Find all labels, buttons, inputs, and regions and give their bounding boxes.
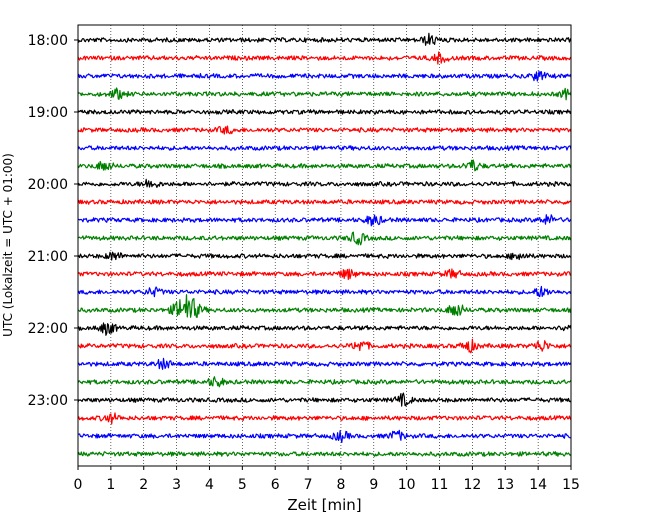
y-axis: 18:00 19:00 20:00 21:00 22:00 23:00: [28, 33, 78, 409]
x-tick-label: 7: [304, 477, 313, 493]
y-tick-label: 21:00: [28, 249, 68, 265]
x-tick-label: 9: [369, 477, 378, 493]
x-tick-label: 12: [463, 477, 481, 493]
x-tick-label: 0: [74, 477, 83, 493]
x-axis-label: Zeit [min]: [287, 496, 361, 514]
seismic-trace-2245: [77, 376, 572, 388]
seismic-trace-1915: [77, 125, 572, 135]
x-tick-label: 15: [562, 477, 580, 493]
seismic-trace-2030: [77, 214, 572, 227]
seismic-trace-2145: [77, 294, 572, 318]
seismic-trace-2045: [77, 231, 572, 246]
x-tick-label: 5: [238, 477, 247, 493]
seismic-trace-1945: [77, 159, 572, 172]
y-tick-label: 23:00: [28, 393, 68, 409]
y-tick-label: 20:00: [28, 177, 68, 193]
seismic-trace-1930: [77, 145, 572, 151]
seismic-trace-2130: [77, 285, 572, 298]
seismic-trace-2015: [77, 199, 572, 205]
seismic-trace-2330: [77, 429, 572, 443]
seismic-trace-2000: [77, 178, 571, 188]
x-axis: 0 1 2 3 4 5 6 7 8 9 10 11 12 13 14 15: [74, 466, 580, 493]
x-tick-label: 2: [139, 477, 148, 493]
seismic-trace-1900: [77, 109, 572, 115]
seismic-trace-1800: [77, 32, 572, 46]
seismic-trace-2315: [77, 412, 572, 425]
x-tick-label: 3: [172, 477, 181, 493]
plot-frame: [77, 24, 572, 467]
y-axis-label: UTC (Lokalzeit = UTC + 01:00): [1, 153, 15, 337]
x-tick-label: 1: [106, 477, 115, 493]
seismic-trace-2200: [78, 322, 572, 336]
trace-layer: [77, 32, 572, 457]
x-tick-label: 4: [205, 477, 214, 493]
x-tick-label: 6: [271, 477, 280, 493]
y-tick-label: 19:00: [28, 105, 68, 121]
x-tick-label: 14: [529, 477, 547, 493]
seismic-trace-2345: [77, 451, 572, 457]
seismic-trace-2100: [77, 251, 572, 261]
seismic-trace-2230: [77, 357, 572, 370]
x-tick-label: 8: [336, 477, 345, 493]
seismic-trace-2300: [77, 392, 572, 407]
x-tick-label: 13: [496, 477, 514, 493]
seismic-trace-1845: [77, 87, 572, 101]
y-tick-label: 18:00: [28, 33, 68, 49]
seismic-trace-2115: [77, 268, 572, 281]
seismic-trace-1815: [77, 51, 572, 65]
x-tick-label: 11: [431, 477, 449, 493]
seismic-trace-1830: [77, 70, 572, 82]
y-tick-label: 22:00: [28, 321, 68, 337]
x-tick-label: 10: [398, 477, 416, 493]
seismic-trace-2215: [77, 338, 572, 354]
